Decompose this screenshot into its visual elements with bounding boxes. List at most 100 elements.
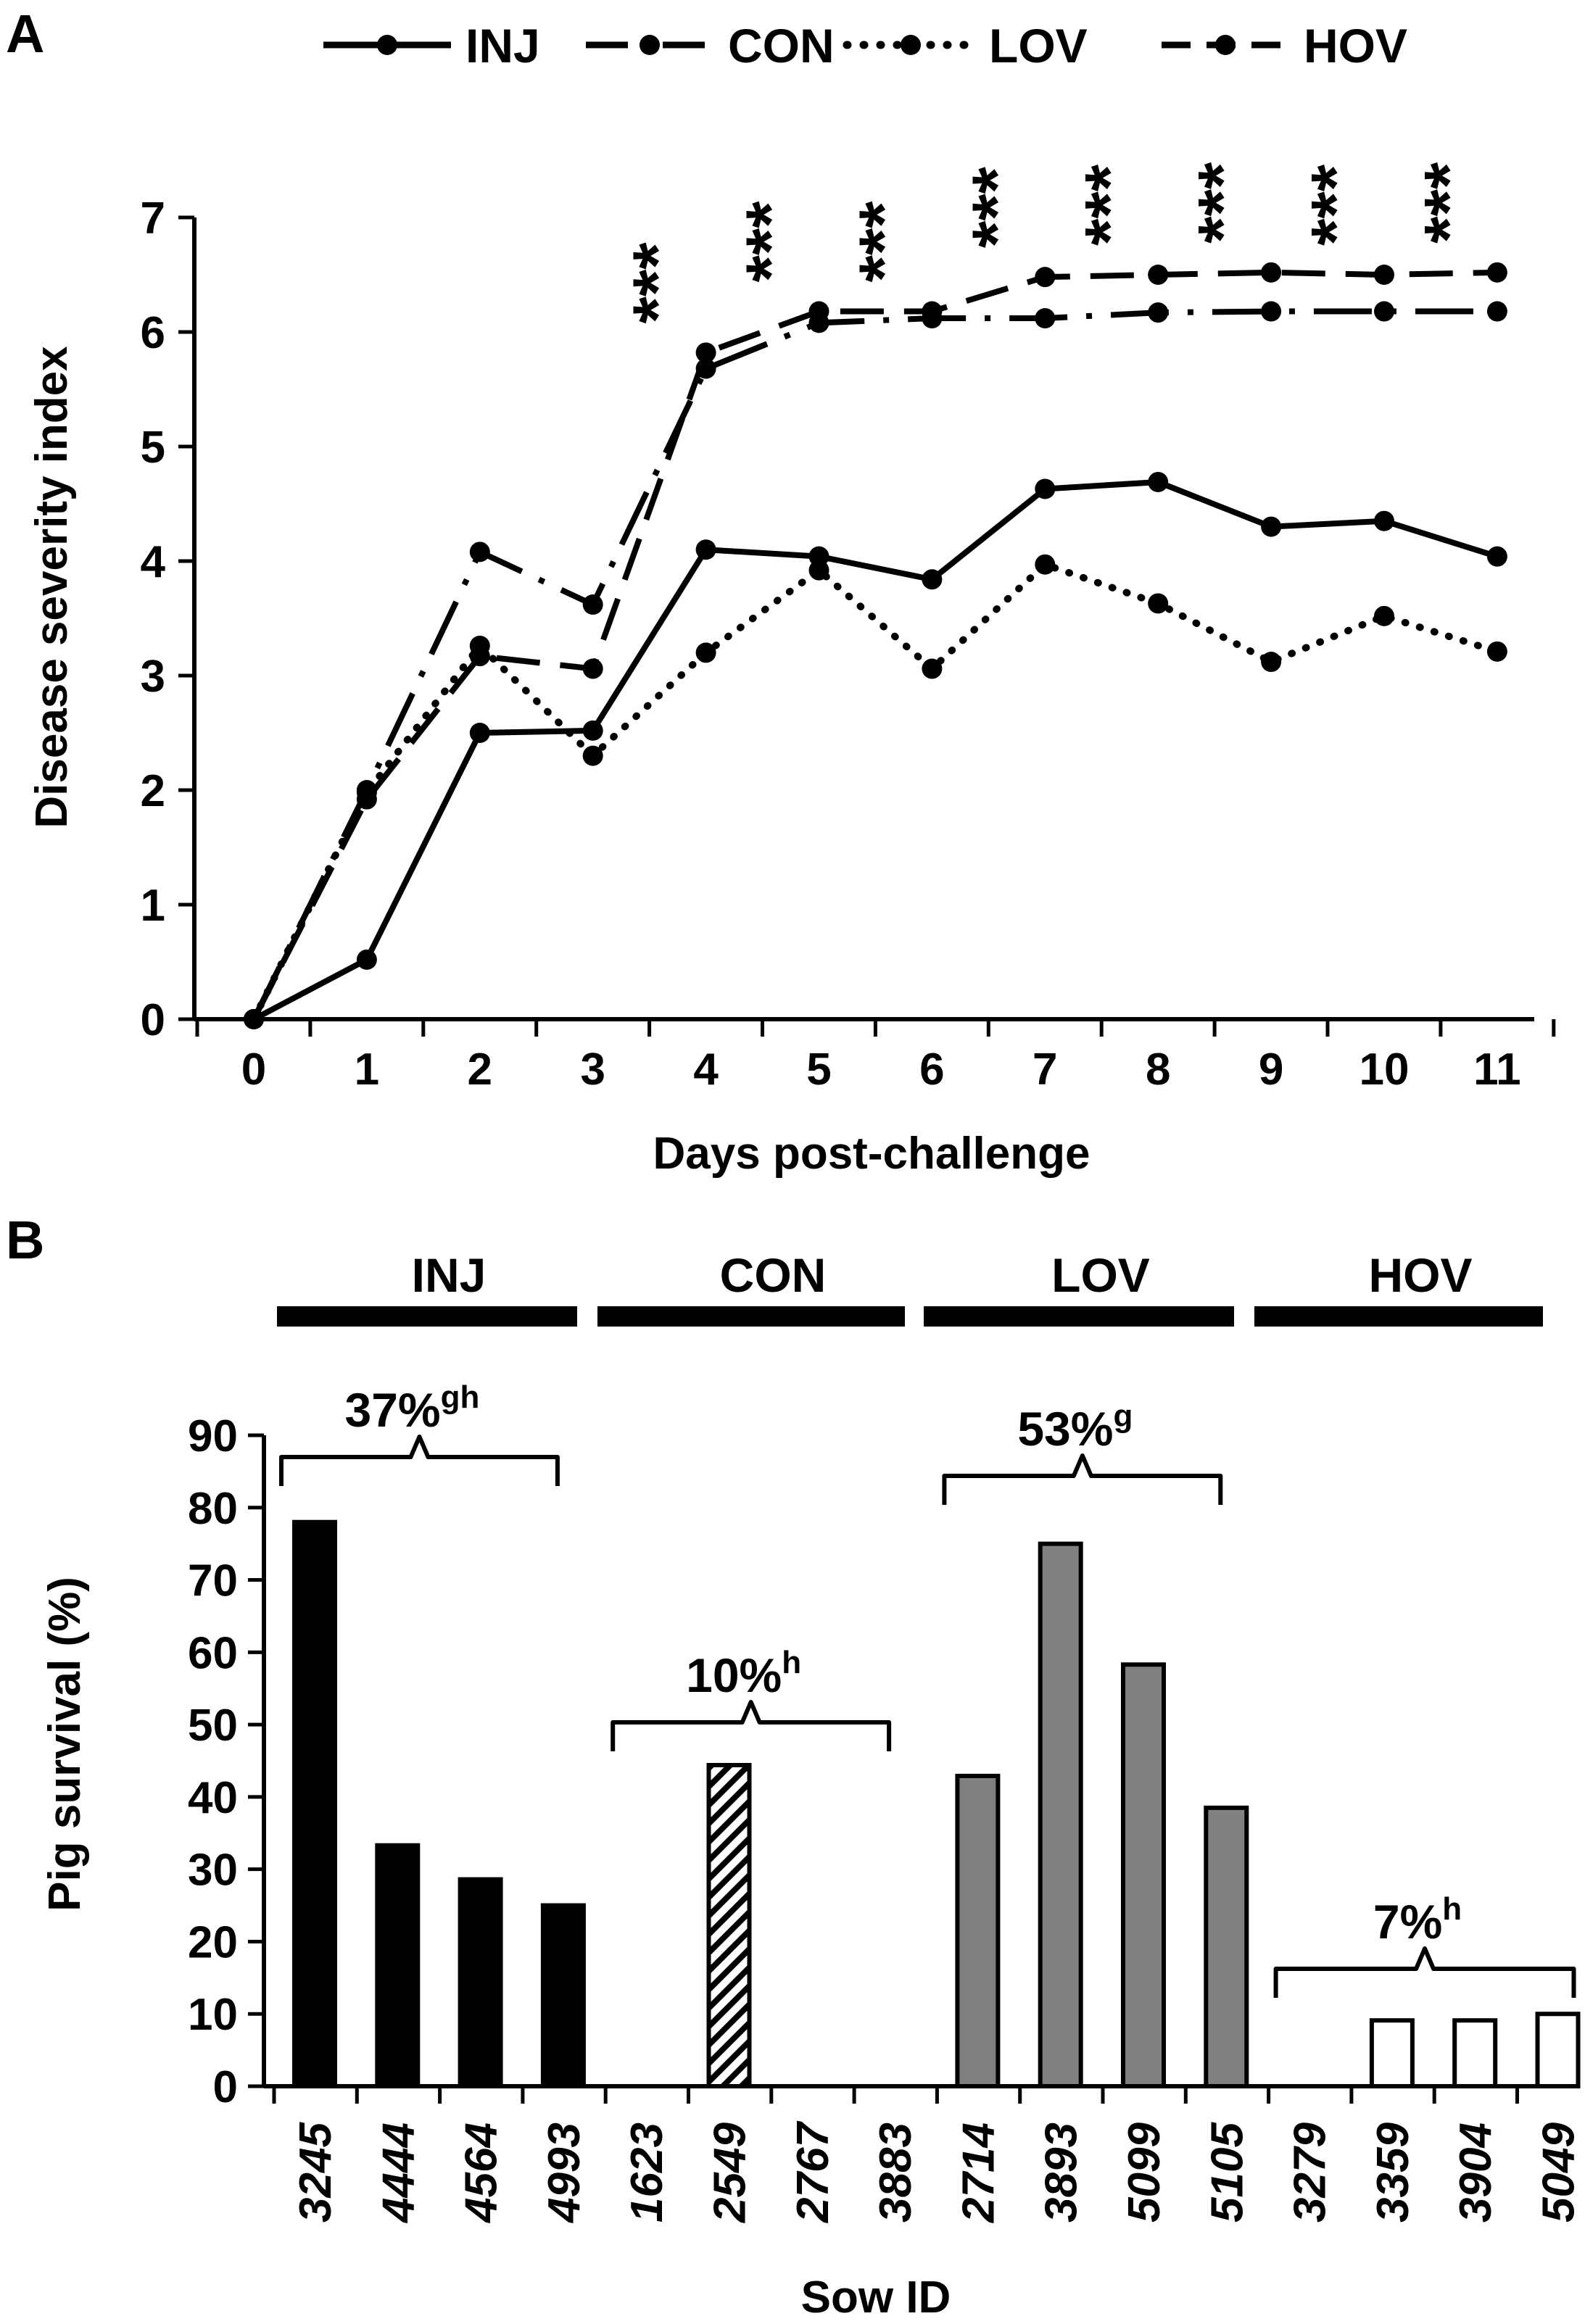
significance-superscript: h: [1442, 1891, 1462, 1927]
point-lov-day-9: [1261, 652, 1282, 673]
point-hov-day-4: [695, 342, 716, 363]
sow-id-label: 3279: [1286, 2122, 1336, 2222]
point-hov-day-7: [1035, 267, 1056, 288]
y-tick-label: 3: [141, 652, 165, 702]
point-lov-day-5: [808, 560, 829, 581]
x-tick-label: 5: [806, 1045, 831, 1095]
bar-lov-5099: [1121, 1662, 1166, 2089]
group-survival-summary-hov: 7%h: [1373, 1891, 1462, 1949]
legend-marker-lov: [901, 35, 921, 55]
point-inj-day-8: [1148, 471, 1169, 492]
point-lov-day-3: [582, 745, 603, 766]
point-inj-day-9: [1261, 516, 1282, 537]
y-tick-label: 70: [188, 1556, 238, 1606]
legend-label-con: CON: [728, 19, 835, 72]
legend-marker-con: [640, 35, 660, 55]
group-bracket-inj: [279, 1435, 560, 1486]
point-hov-day-2: [469, 646, 490, 667]
point-inj-day-6: [922, 569, 943, 590]
legend-label-lov: LOV: [989, 19, 1088, 72]
series-line-inj: [252, 478, 1499, 1022]
point-lov-day-6: [922, 658, 943, 679]
point-inj-day-4: [695, 539, 716, 560]
y-tick-label: 7: [141, 194, 165, 244]
sow-id-label: 2767: [788, 2120, 838, 2223]
bar-lov-2714: [955, 1773, 1001, 2089]
group-survival-summary-lov: 53%g: [1017, 1398, 1133, 1456]
y-tick-label: 5: [141, 423, 165, 473]
point-con-day-10: [1374, 301, 1394, 322]
panel-a-label: A: [6, 4, 44, 64]
bar-con-2549: [706, 1762, 752, 2088]
legend-marker-hov: [1215, 35, 1236, 55]
legend-marker-inj: [377, 35, 397, 55]
group-bracket-lov: [942, 1453, 1223, 1505]
point-hov-day-1: [356, 789, 377, 810]
group-header-label-hov: HOV: [1368, 1248, 1472, 1302]
y-tick-label: 1: [141, 881, 165, 931]
sow-id-label: 3904: [1451, 2122, 1501, 2223]
sow-id-label: 4993: [539, 2122, 589, 2224]
y-tick-label: 0: [213, 2062, 238, 2112]
x-tick-label: 1: [355, 1045, 379, 1095]
sow-id-label: 3359: [1368, 2122, 1418, 2222]
legend: INJ CON LOV HOV: [323, 19, 1407, 72]
group-header-label-lov: LOV: [1051, 1248, 1150, 1302]
significance-marker: ***: [1184, 162, 1262, 244]
group-bracket-hov: [1273, 1946, 1576, 1998]
sow-id-label: 4564: [457, 2122, 507, 2224]
point-lov-day-7: [1035, 554, 1056, 575]
x-tick-label: 8: [1146, 1045, 1170, 1095]
bar-inj-3245: [292, 1519, 337, 2089]
point-inj-day-7: [1035, 478, 1056, 499]
x-tick-label: 3: [580, 1045, 605, 1095]
point-hov-day-10: [1374, 265, 1394, 285]
group-header-bar-lov: [924, 1306, 1234, 1327]
y-tick-label: 60: [188, 1628, 238, 1678]
sow-id-label: 2714: [953, 2122, 1003, 2223]
group-header-label-inj: INJ: [412, 1248, 487, 1302]
series-line-lov: [250, 560, 1501, 1023]
point-hov-day-8: [1148, 265, 1169, 285]
sow-id-label: 2549: [705, 2122, 756, 2223]
x-tick-label: 4: [693, 1045, 719, 1095]
point-lov-day-4: [695, 642, 716, 663]
bar-inj-4993: [540, 1903, 586, 2089]
point-hov-day-11: [1486, 262, 1507, 283]
point-con-day-3: [582, 594, 603, 615]
x-tick-label: 6: [919, 1045, 944, 1095]
x-tick-label: 2: [468, 1045, 492, 1095]
sow-id-label: 3245: [291, 2121, 341, 2222]
y-axis-label: Pig survival (%): [40, 1577, 90, 1912]
significance-marker: ***: [1297, 164, 1375, 246]
point-con-day-8: [1148, 302, 1169, 323]
point-inj-day-10: [1374, 510, 1394, 531]
point-hov-day-5: [808, 301, 829, 322]
point-con-day-9: [1261, 301, 1282, 322]
y-tick-label: 0: [141, 995, 165, 1045]
point-hov-day-0: [244, 1009, 264, 1029]
point-inj-day-3: [582, 720, 603, 741]
point-inj-day-2: [469, 723, 490, 743]
y-tick-label: 80: [188, 1484, 238, 1534]
x-tick-label: 11: [1473, 1045, 1521, 1095]
significance-superscript: gh: [441, 1379, 480, 1415]
x-tick-label: 0: [241, 1045, 266, 1095]
significance-superscript: g: [1113, 1398, 1133, 1434]
y-tick-label: 4: [141, 537, 166, 587]
x-tick-label: 10: [1360, 1045, 1410, 1095]
bar-hov-3359: [1369, 2018, 1415, 2088]
bar-hov-3904: [1452, 2018, 1498, 2088]
y-tick-label: 10: [188, 1990, 238, 2040]
series-line-hov: [251, 269, 1497, 1021]
significance-marker: ***: [619, 242, 697, 324]
group-survival-summary-inj: 37%gh: [345, 1379, 480, 1437]
point-hov-day-6: [922, 301, 943, 322]
point-inj-day-1: [356, 949, 377, 970]
y-tick-label: 6: [141, 308, 165, 358]
sow-id-label: 5105: [1202, 2121, 1252, 2222]
line-chart: 0 1 2 3 4 5 6 7 0 1 2 3 4 5 6 7 8 9 10 11 *** *** *** *** *** ***…: [141, 162, 1556, 1095]
significance-marker: ***: [732, 201, 810, 283]
group-bracket-con: [611, 1700, 892, 1751]
bar-inj-4564: [458, 1877, 503, 2088]
